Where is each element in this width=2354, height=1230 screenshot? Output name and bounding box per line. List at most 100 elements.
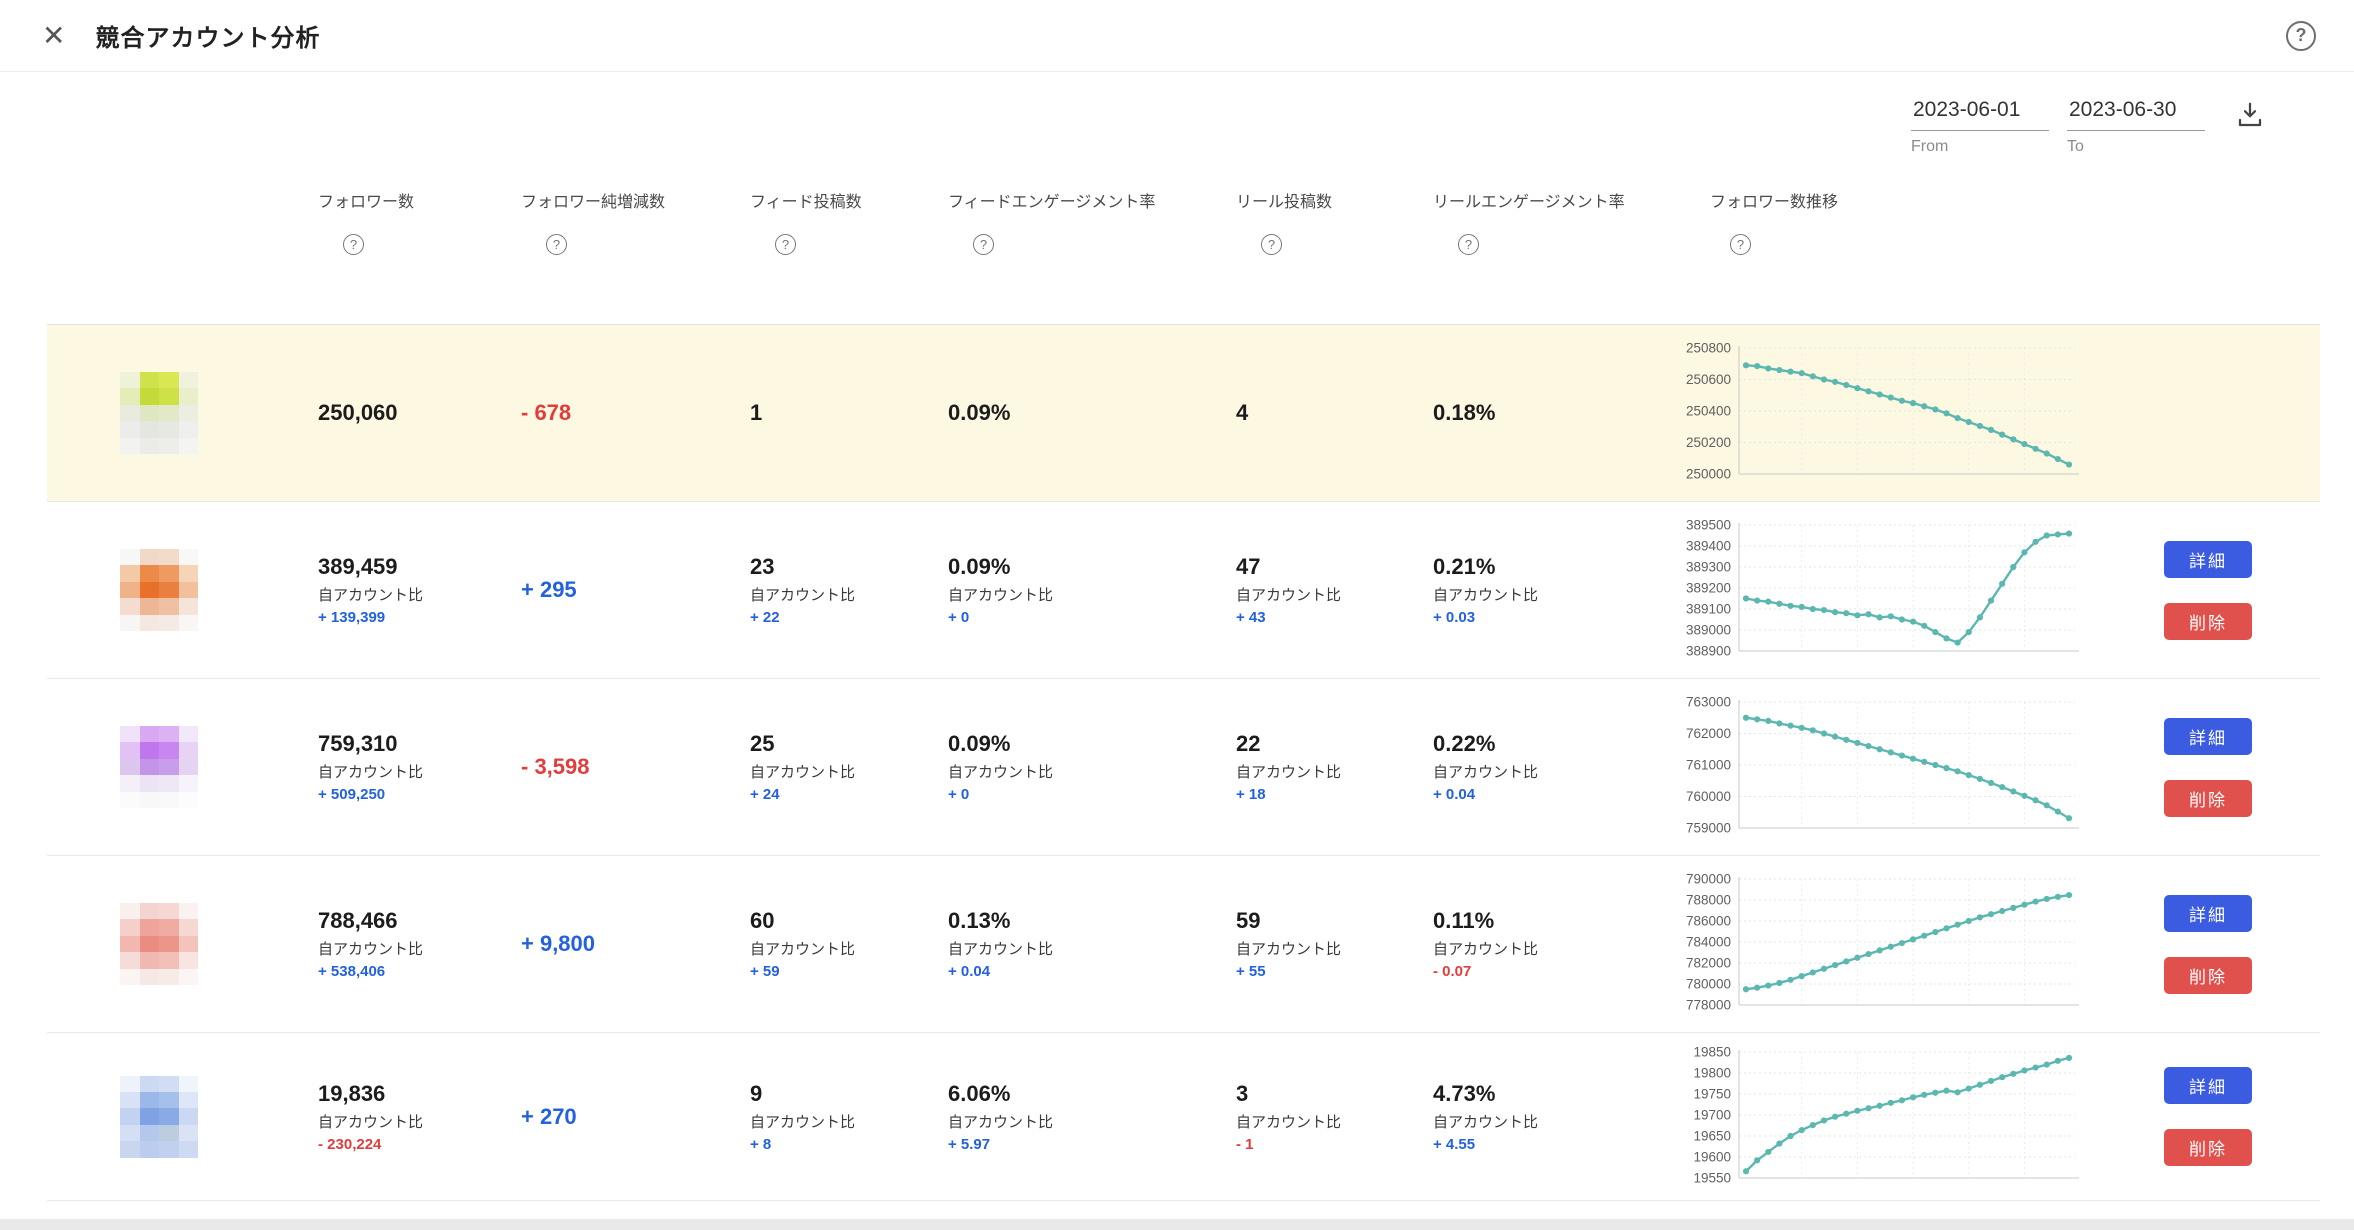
feed-posts-value: 9 xyxy=(750,1080,763,1106)
svg-text:784000: 784000 xyxy=(1686,935,1731,950)
net-change-value: + 270 xyxy=(521,1103,577,1129)
followers-delta: + 538,406 xyxy=(318,963,386,980)
feed-engagement-delta: + 0.04 xyxy=(948,963,991,980)
followers-value: 788,466 xyxy=(318,908,398,933)
svg-text:762000: 762000 xyxy=(1686,726,1731,741)
help-icon[interactable]: ? xyxy=(775,234,796,255)
date-from-label: From xyxy=(1911,138,1949,155)
delete-button[interactable]: 削除 xyxy=(2164,602,2252,640)
analysis-panel: From To フォロワー数 ? フォロワー純増減数 ? xyxy=(47,72,2320,1201)
svg-text:790000: 790000 xyxy=(1686,872,1731,887)
vs-account-label: 自アカウント比 xyxy=(318,587,424,604)
svg-text:780000: 780000 xyxy=(1686,977,1731,992)
help-icon[interactable]: ? xyxy=(973,234,994,255)
reel-engagement-delta: + 0.04 xyxy=(1433,786,1476,803)
account-avatar xyxy=(120,549,198,631)
vs-account-label: 自アカウント比 xyxy=(318,764,424,781)
table-row-competitor: 759,310 自アカウント比 + 509,250 - 3,598 25 自アカ… xyxy=(47,679,2320,856)
net-change-value: + 9,800 xyxy=(521,931,596,956)
svg-text:389500: 389500 xyxy=(1686,518,1731,533)
reel-engagement-value: 0.21% xyxy=(1433,554,1496,579)
feed-posts-value: 60 xyxy=(750,908,775,933)
delete-button[interactable]: 削除 xyxy=(2164,1129,2252,1166)
reel-posts-value: 47 xyxy=(1236,554,1261,579)
help-icon[interactable]: ? xyxy=(1261,234,1282,255)
svg-text:19750: 19750 xyxy=(1693,1086,1731,1101)
date-from-field: From xyxy=(1911,94,2049,156)
net-change-value: + 295 xyxy=(521,577,577,602)
vs-account-label: 自アカウント比 xyxy=(1433,587,1539,604)
followers-trend-chart: 790000 788000 786000 784000 782000 780000 7780… xyxy=(1686,872,2079,1013)
column-header-reel-posts: リール投稿数 ? xyxy=(1236,188,1433,324)
vs-account-label: 自アカウント比 xyxy=(318,941,424,958)
reel-engagement-delta: + 0.03 xyxy=(1433,609,1476,626)
detail-button[interactable]: 詳細 xyxy=(2164,894,2252,932)
followers-value: 759,310 xyxy=(318,731,398,756)
detail-button[interactable]: 詳細 xyxy=(2164,1067,2252,1104)
svg-text:250400: 250400 xyxy=(1686,404,1731,419)
reel-posts-value: 22 xyxy=(1236,731,1261,756)
column-header-reel-engagement: リールエンゲージメント率 ? xyxy=(1433,188,1675,324)
date-to-label: To xyxy=(2067,138,2084,155)
download-icon[interactable] xyxy=(2235,100,2265,135)
page-title: 競合アカウント分析 xyxy=(95,25,321,52)
reel-posts-delta: + 55 xyxy=(1236,963,1266,980)
followers-delta: + 509,250 xyxy=(318,786,386,803)
detail-button[interactable]: 詳細 xyxy=(2164,717,2252,755)
table-header-row: フォロワー数 ? フォロワー純増減数 ? フィード投稿数 ? フィードエンゲージ… xyxy=(47,156,2320,325)
vs-account-label: 自アカウント比 xyxy=(948,764,1054,781)
svg-text:389000: 389000 xyxy=(1686,623,1731,638)
help-icon[interactable]: ? xyxy=(2286,20,2316,51)
reel-posts-delta: + 18 xyxy=(1236,786,1266,803)
help-icon[interactable]: ? xyxy=(546,234,567,255)
svg-text:19650: 19650 xyxy=(1693,1128,1731,1143)
vs-account-label: 自アカウント比 xyxy=(1433,941,1539,958)
delete-button[interactable]: 削除 xyxy=(2164,779,2252,817)
account-avatar xyxy=(120,726,198,808)
date-to-input[interactable] xyxy=(2067,94,2205,131)
table-row-competitor: 19,836 自アカウント比 - 230,224 + 270 9 自アカウント比… xyxy=(47,1033,2320,1201)
svg-text:19550: 19550 xyxy=(1693,1170,1731,1185)
svg-text:389400: 389400 xyxy=(1686,539,1731,554)
toolbar: From To xyxy=(47,72,2320,156)
column-header-net-change: フォロワー純増減数 ? xyxy=(521,188,750,324)
svg-text:759000: 759000 xyxy=(1686,821,1731,836)
vs-account-label: 自アカウント比 xyxy=(948,587,1054,604)
svg-text:778000: 778000 xyxy=(1686,998,1731,1013)
table-row-competitor: 389,459 自アカウント比 + 139,399 + 295 23 自アカウン… xyxy=(47,502,2320,679)
date-to-field: To xyxy=(2067,94,2205,156)
feed-posts-value: 25 xyxy=(750,731,775,756)
vs-account-label: 自アカウント比 xyxy=(1433,764,1539,781)
svg-text:19600: 19600 xyxy=(1693,1149,1731,1164)
vs-account-label: 自アカウント比 xyxy=(318,1113,424,1131)
feed-posts-value: 23 xyxy=(750,554,775,579)
feed-engagement-delta: + 0 xyxy=(948,786,970,803)
vs-account-label: 自アカウント比 xyxy=(948,1113,1054,1131)
vs-account-label: 自アカウント比 xyxy=(750,1113,856,1131)
column-header-feed-engagement: フィードエンゲージメント率 ? xyxy=(948,188,1236,324)
svg-text:250200: 250200 xyxy=(1686,435,1731,450)
help-icon[interactable]: ? xyxy=(1458,234,1479,255)
feed-engagement-value: 0.09% xyxy=(948,400,1011,425)
feed-engagement-value: 0.09% xyxy=(948,554,1011,579)
feed-engagement-value: 0.13% xyxy=(948,908,1011,933)
svg-text:19700: 19700 xyxy=(1693,1107,1731,1122)
help-icon[interactable]: ? xyxy=(1730,234,1751,255)
feed-engagement-delta: + 5.97 xyxy=(948,1135,991,1153)
vs-account-label: 自アカウント比 xyxy=(1236,941,1342,958)
net-change-value: - 678 xyxy=(521,400,572,425)
date-from-input[interactable] xyxy=(1911,94,2049,131)
delete-button[interactable]: 削除 xyxy=(2164,956,2252,994)
reel-engagement-value: 4.73% xyxy=(1433,1080,1496,1106)
reel-engagement-delta: - 0.07 xyxy=(1433,963,1472,980)
reel-posts-value: 59 xyxy=(1236,908,1261,933)
svg-text:788000: 788000 xyxy=(1686,893,1731,908)
help-icon[interactable]: ? xyxy=(343,234,364,255)
close-icon[interactable]: ✕ xyxy=(42,19,66,51)
vs-account-label: 自アカウント比 xyxy=(1236,1113,1342,1131)
table-row-competitor: 788,466 自アカウント比 + 538,406 + 9,800 60 自アカ… xyxy=(47,856,2320,1033)
svg-text:389200: 389200 xyxy=(1686,581,1731,596)
account-avatar xyxy=(120,903,198,985)
detail-button[interactable]: 詳細 xyxy=(2164,540,2252,578)
